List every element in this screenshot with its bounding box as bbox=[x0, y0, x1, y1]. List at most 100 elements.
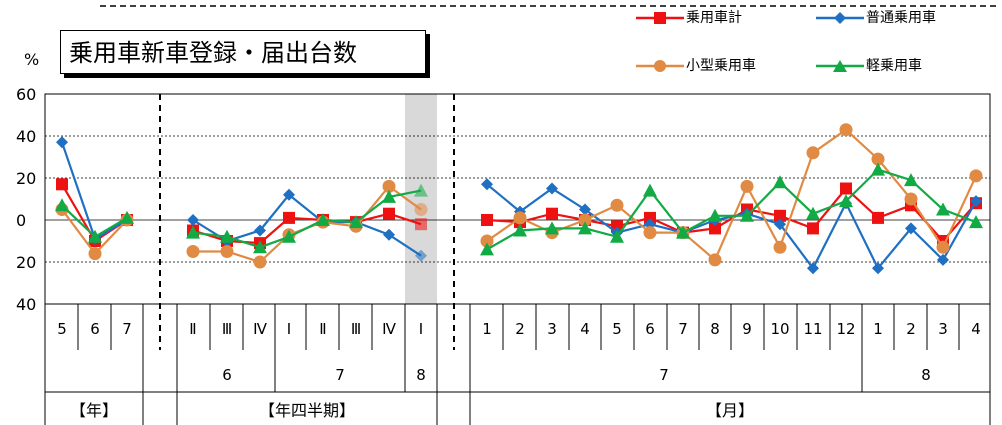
data-point-2 bbox=[904, 192, 918, 206]
data-point-3 bbox=[55, 198, 69, 212]
data-point-1 bbox=[254, 224, 266, 237]
x-tick-label: 6 bbox=[90, 320, 100, 338]
series-line-0 bbox=[486, 186, 977, 243]
data-point-0 bbox=[56, 178, 68, 191]
x-tick-label: 1 bbox=[873, 320, 883, 338]
data-point-1 bbox=[546, 182, 558, 195]
data-point-2 bbox=[414, 203, 428, 216]
data-point-3 bbox=[545, 221, 559, 235]
data-point-0 bbox=[709, 222, 721, 235]
data-point-2 bbox=[871, 152, 885, 166]
data-point-0 bbox=[807, 222, 819, 235]
data-point-1 bbox=[905, 222, 917, 235]
section-label: 【年】 bbox=[70, 401, 118, 420]
data-point-3 bbox=[936, 202, 950, 216]
data-point-2 bbox=[88, 247, 102, 261]
x-tick-label: 2 bbox=[515, 320, 525, 338]
data-point-3 bbox=[253, 240, 267, 254]
x-tick-label: 1 bbox=[482, 320, 492, 338]
plot-frame bbox=[44, 93, 991, 305]
data-point-3 bbox=[773, 175, 787, 189]
data-point-1 bbox=[415, 249, 427, 262]
data-point-3 bbox=[871, 162, 885, 176]
data-point-2 bbox=[773, 240, 787, 254]
year-label: 8 bbox=[416, 366, 426, 384]
data-point-2 bbox=[513, 211, 527, 225]
legend-label-1: 普通乗用車 bbox=[866, 10, 936, 26]
legend-marker-square-icon bbox=[636, 12, 684, 24]
data-point-3 bbox=[610, 229, 624, 243]
data-point-3 bbox=[282, 229, 296, 243]
data-point-3 bbox=[740, 208, 754, 222]
x-tick-label: 7 bbox=[678, 320, 688, 338]
legend-marker-circle-icon bbox=[636, 60, 684, 72]
data-point-1 bbox=[807, 262, 819, 275]
x-tick-label: Ⅰ bbox=[287, 320, 291, 338]
data-point-1 bbox=[774, 218, 786, 231]
data-point-0 bbox=[774, 209, 786, 222]
section-label: 【月】 bbox=[706, 401, 754, 420]
data-point-0 bbox=[644, 211, 656, 224]
series-line-3 bbox=[486, 168, 977, 251]
data-point-3 bbox=[120, 210, 134, 224]
x-tick-label: 6 bbox=[645, 320, 655, 338]
data-point-1 bbox=[283, 188, 295, 201]
data-point-1 bbox=[56, 136, 68, 149]
legend-marker-diamond-icon bbox=[816, 12, 864, 24]
x-tick-label: 10 bbox=[770, 320, 789, 338]
data-point-0 bbox=[546, 207, 558, 220]
y-tick-label: 20 bbox=[16, 253, 36, 272]
data-point-2 bbox=[382, 179, 396, 193]
legend-label-2: 小型乗用車 bbox=[686, 58, 756, 74]
data-point-2 bbox=[806, 146, 820, 160]
data-point-3 bbox=[88, 229, 102, 243]
chart-title: 乗用車新車登録・届出台数 bbox=[60, 30, 426, 74]
data-point-0 bbox=[481, 214, 493, 226]
section-label: 【年四半期】 bbox=[259, 401, 355, 420]
year-label: 7 bbox=[659, 366, 669, 384]
year-label: 7 bbox=[335, 366, 345, 384]
data-point-3 bbox=[676, 225, 690, 239]
series-line-2 bbox=[486, 128, 977, 262]
data-point-2 bbox=[936, 240, 950, 254]
x-tick-label: Ⅱ bbox=[189, 320, 196, 338]
x-tick-label: Ⅲ bbox=[351, 320, 361, 338]
x-tick-label: 12 bbox=[836, 320, 855, 338]
data-point-3 bbox=[480, 242, 494, 256]
data-point-3 bbox=[806, 206, 820, 220]
data-point-0 bbox=[840, 182, 852, 195]
shaded-column bbox=[405, 94, 437, 304]
y-tick-label: 40 bbox=[16, 295, 36, 314]
data-point-1 bbox=[383, 228, 395, 241]
data-point-3 bbox=[316, 213, 330, 226]
data-point-0 bbox=[383, 207, 395, 220]
y-axis-unit-label: % bbox=[24, 50, 40, 69]
x-tick-label: Ⅳ bbox=[382, 320, 396, 338]
data-point-1 bbox=[579, 203, 591, 216]
y-tick-label: 40 bbox=[16, 127, 36, 146]
data-point-2 bbox=[708, 253, 722, 267]
x-tick-label: Ⅰ bbox=[419, 320, 423, 338]
data-point-3 bbox=[220, 229, 234, 243]
x-tick-label: Ⅲ bbox=[222, 320, 232, 338]
x-tick-label: Ⅱ bbox=[319, 320, 326, 338]
data-point-3 bbox=[578, 221, 592, 235]
data-point-2 bbox=[253, 255, 267, 269]
data-point-3 bbox=[349, 215, 363, 229]
y-tick-label: 60 bbox=[16, 85, 36, 104]
data-point-2 bbox=[969, 169, 983, 183]
data-point-1 bbox=[970, 195, 982, 208]
data-point-2 bbox=[740, 179, 754, 193]
x-tick-label: 7 bbox=[122, 320, 132, 338]
x-tick-label: 3 bbox=[547, 320, 557, 338]
data-point-3 bbox=[382, 189, 396, 203]
data-point-2 bbox=[643, 226, 657, 240]
legend-item-1: 普通乗用車 bbox=[816, 8, 936, 28]
x-tick-label: Ⅳ bbox=[253, 320, 267, 338]
data-point-3 bbox=[513, 223, 527, 237]
data-point-0 bbox=[283, 211, 295, 224]
data-point-3 bbox=[186, 225, 200, 239]
data-point-2 bbox=[578, 213, 592, 227]
year-label: 8 bbox=[921, 366, 931, 384]
